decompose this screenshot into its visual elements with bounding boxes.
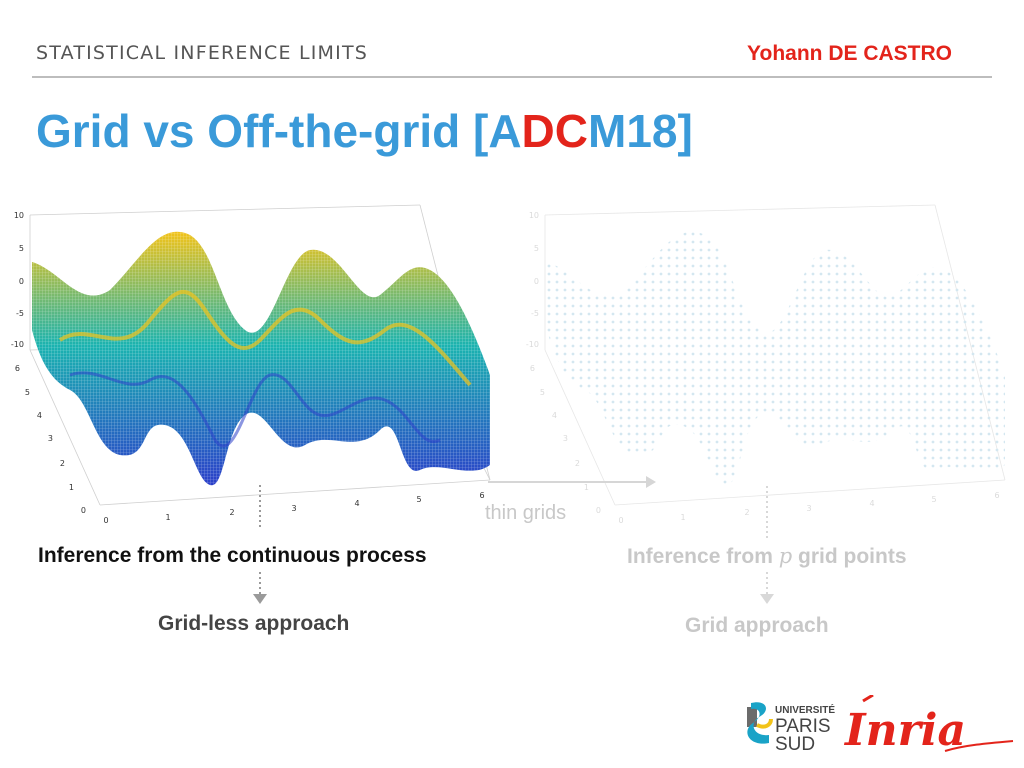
x-tick-label: 4: [354, 499, 359, 508]
institution-logos: UNIVERSITÉ PARIS SUD Inria: [747, 695, 1014, 755]
svg-text:4: 4: [869, 499, 874, 508]
svg-text:0: 0: [534, 277, 539, 286]
continuous-surface-plot: 10 5 0 -5 -10 6 5 4 3 2 1 0 0 1 2 3 4 5 …: [11, 204, 491, 530]
author-name: Yohann DE CASTRO: [747, 42, 952, 65]
surface-mesh: [32, 231, 490, 486]
continuous-inference-caption: Inference from the continuous process: [38, 544, 427, 567]
svg-text:0: 0: [618, 516, 623, 525]
z-tick-label: -5: [16, 309, 24, 318]
svg-text:5: 5: [534, 244, 539, 253]
z-tick-label: 0: [19, 277, 24, 286]
y-tick-label: 5: [25, 388, 30, 397]
svg-text:-10: -10: [526, 340, 539, 349]
svg-text:6: 6: [530, 364, 535, 373]
y-tick-label: 4: [37, 411, 42, 420]
svg-text:PARIS: PARIS: [775, 716, 831, 737]
svg-text:0: 0: [596, 506, 601, 515]
svg-text:6: 6: [994, 491, 999, 500]
inria-logo: Inria: [843, 695, 1014, 755]
svg-text:5: 5: [931, 495, 936, 504]
thin-grids-label: thin grids: [485, 502, 567, 524]
x-tick-label: 0: [103, 516, 108, 525]
svg-text:5: 5: [540, 388, 545, 397]
gridless-arrow: [253, 572, 267, 604]
svg-text:SUD: SUD: [775, 734, 815, 755]
svg-text:3: 3: [806, 504, 811, 513]
svg-text:UNIVERSITÉ: UNIVERSITÉ: [775, 703, 835, 716]
z-tick-label: 5: [19, 244, 24, 253]
grid-caption-variable: p: [778, 544, 793, 568]
svg-text:1: 1: [680, 513, 685, 522]
svg-text:2: 2: [744, 508, 749, 517]
x-tick-label: 1: [165, 513, 170, 522]
header-divider: [32, 76, 992, 78]
svg-text:3: 3: [563, 434, 568, 443]
title-highlight: DC: [521, 105, 588, 157]
y-tick-label: 1: [69, 483, 74, 492]
x-tick-label: 2: [229, 508, 234, 517]
grid-inference-caption: Inference from p grid points: [627, 544, 907, 569]
title-part-2: M18]: [588, 105, 693, 157]
z-tick-label: -10: [11, 340, 24, 349]
y-tick-label: 6: [15, 364, 20, 373]
slide-title: Grid vs Off-the-grid [ADCM18]: [36, 104, 693, 158]
svg-text:10: 10: [529, 211, 539, 220]
grid-caption-suffix: grid points: [792, 545, 907, 568]
x-tick-label: 3: [291, 504, 296, 513]
svg-text:2: 2: [575, 459, 580, 468]
grid-approach-label: Grid approach: [685, 614, 829, 637]
gridless-approach-label: Grid-less approach: [158, 612, 350, 635]
grid-caption-prefix: Inference from: [627, 545, 779, 568]
svg-text:-5: -5: [531, 309, 539, 318]
svg-text:Inria: Inria: [843, 705, 966, 755]
x-tick-label: 6: [479, 491, 484, 500]
x-tick-label: 5: [416, 495, 421, 504]
svg-text:4: 4: [552, 411, 557, 420]
y-tick-label: 3: [48, 434, 53, 443]
section-header: STATISTICAL INFERENCE LIMITS: [36, 42, 369, 64]
grid-points-plot: 10 5 0 -5 -10 6 5 4 3 2 1 0 0 1 2 3 4 5 …: [526, 204, 1006, 525]
y-tick-label: 2: [60, 459, 65, 468]
z-tick-label: 10: [14, 211, 24, 220]
svg-text:1: 1: [584, 483, 589, 492]
title-part-1: Grid vs Off-the-grid [A: [36, 105, 522, 157]
y-tick-label: 0: [81, 506, 86, 515]
univ-paris-sud-logo: UNIVERSITÉ PARIS SUD: [747, 702, 835, 755]
